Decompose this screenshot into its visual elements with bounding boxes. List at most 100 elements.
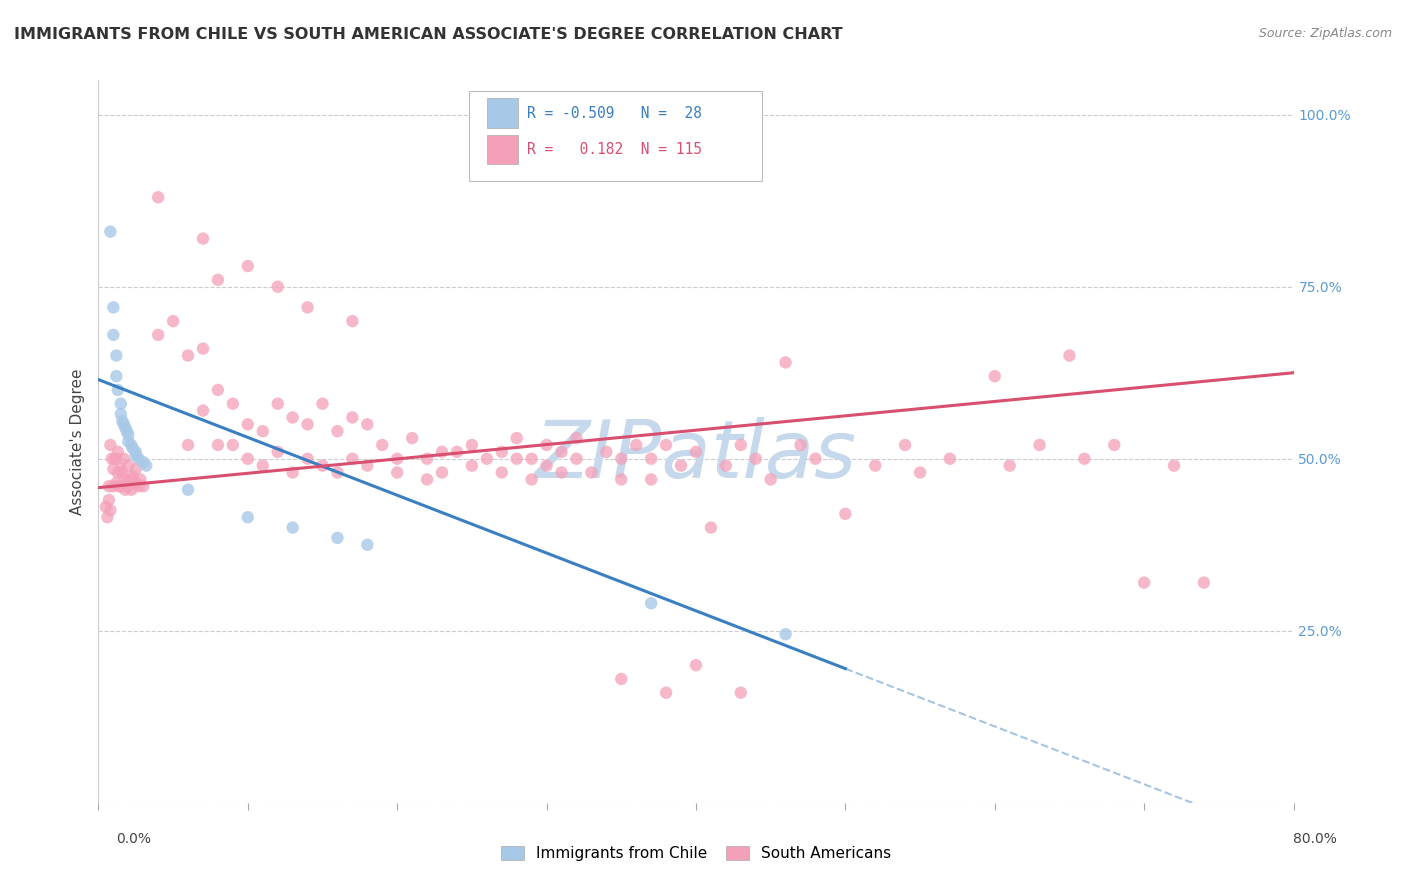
Point xyxy=(908,466,931,480)
Point xyxy=(236,510,259,524)
Point xyxy=(117,479,139,493)
Point xyxy=(114,421,136,435)
FancyBboxPatch shape xyxy=(486,98,517,128)
Point xyxy=(894,438,917,452)
Point xyxy=(610,472,633,486)
Point xyxy=(984,369,1007,384)
Point xyxy=(655,438,678,452)
Point xyxy=(267,445,290,459)
Point xyxy=(520,472,543,486)
Point xyxy=(111,466,134,480)
Point xyxy=(281,466,304,480)
Point xyxy=(191,231,214,245)
Point xyxy=(669,458,692,473)
Point xyxy=(1163,458,1185,473)
Point xyxy=(281,520,304,534)
Point xyxy=(191,403,214,417)
Point xyxy=(112,417,135,432)
Point xyxy=(536,458,558,473)
Point xyxy=(326,466,349,480)
Point xyxy=(475,451,498,466)
Point xyxy=(107,383,129,397)
Point xyxy=(125,462,148,476)
Point xyxy=(267,397,290,411)
Point xyxy=(446,445,468,459)
Point xyxy=(207,273,229,287)
Point xyxy=(97,479,120,493)
Point xyxy=(177,349,200,363)
Text: 0.0%: 0.0% xyxy=(117,832,150,846)
Point xyxy=(96,510,118,524)
Point xyxy=(110,407,132,421)
Point xyxy=(1028,438,1050,452)
Point xyxy=(98,503,122,517)
Point xyxy=(520,451,543,466)
Point xyxy=(222,438,245,452)
Point xyxy=(121,442,143,456)
Point xyxy=(342,451,364,466)
Point xyxy=(120,438,142,452)
Point xyxy=(114,483,136,497)
Point xyxy=(581,466,603,480)
Point xyxy=(506,451,529,466)
Point xyxy=(297,301,319,315)
Point xyxy=(416,472,439,486)
Point xyxy=(461,438,484,452)
Point xyxy=(103,301,125,315)
Text: R =   0.182  N = 115: R = 0.182 N = 115 xyxy=(527,142,703,157)
Point xyxy=(207,383,229,397)
Point xyxy=(236,417,259,432)
Point xyxy=(998,458,1021,473)
Point xyxy=(191,342,214,356)
Point xyxy=(789,438,811,452)
Point xyxy=(177,438,200,452)
Point xyxy=(120,472,142,486)
Point xyxy=(714,458,737,473)
Point xyxy=(252,458,274,473)
Point xyxy=(297,451,319,466)
Text: 80.0%: 80.0% xyxy=(1292,832,1337,846)
Point xyxy=(385,451,409,466)
Point xyxy=(550,445,572,459)
Point xyxy=(430,445,453,459)
FancyBboxPatch shape xyxy=(486,135,517,164)
Point xyxy=(111,414,134,428)
Point xyxy=(112,451,135,466)
Point xyxy=(311,397,333,411)
Point xyxy=(105,349,128,363)
Point xyxy=(252,424,274,438)
Point xyxy=(1059,349,1081,363)
Point xyxy=(939,451,962,466)
Point xyxy=(105,475,128,490)
Point xyxy=(117,434,139,449)
Point xyxy=(536,438,558,452)
Point xyxy=(834,507,856,521)
Point xyxy=(281,410,304,425)
Point xyxy=(685,445,707,459)
Point xyxy=(326,531,349,545)
Point xyxy=(565,451,588,466)
Point xyxy=(105,369,128,384)
Point xyxy=(177,483,200,497)
Text: ZIPatlas: ZIPatlas xyxy=(534,417,858,495)
Point xyxy=(640,472,662,486)
Point xyxy=(550,466,572,480)
Point xyxy=(342,314,364,328)
Point xyxy=(700,520,723,534)
Point xyxy=(222,397,245,411)
Point xyxy=(356,458,378,473)
Point xyxy=(98,225,122,239)
Text: R = -0.509   N =  28: R = -0.509 N = 28 xyxy=(527,105,703,120)
Point xyxy=(115,475,138,490)
Point xyxy=(110,462,132,476)
Point xyxy=(371,438,394,452)
Point xyxy=(759,472,782,486)
Point xyxy=(132,455,155,469)
Point xyxy=(610,451,633,466)
Point xyxy=(103,462,125,476)
Point xyxy=(236,259,259,273)
Point xyxy=(128,451,150,466)
Point xyxy=(1192,575,1215,590)
Point xyxy=(491,466,513,480)
Point xyxy=(685,658,707,673)
